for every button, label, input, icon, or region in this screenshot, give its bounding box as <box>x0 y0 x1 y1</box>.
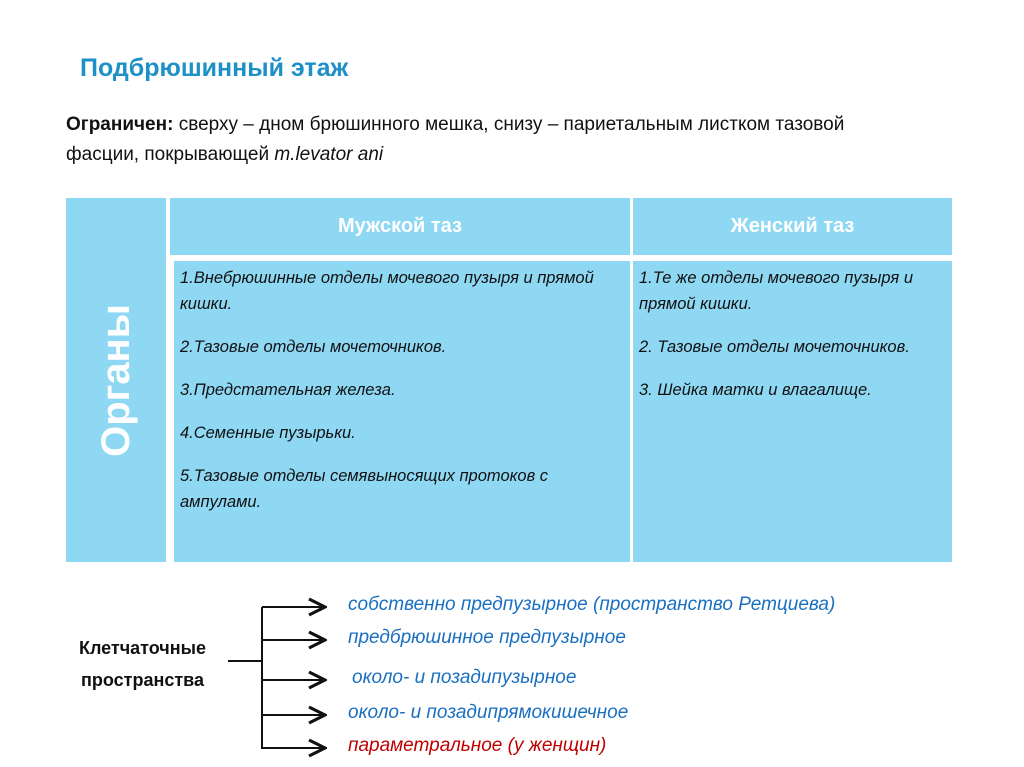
organ-item: 3.Предстательная железа. <box>180 381 396 399</box>
col-header-male: Мужской таз <box>170 198 630 255</box>
organ-item: 3. Шейка матки и влагалище. <box>639 381 872 399</box>
space-item: около- и позадипузырное <box>352 667 577 688</box>
space-item: собственно предпузырное (пространство Ре… <box>348 594 836 615</box>
subtitle-bold: Ограничен: <box>66 114 174 135</box>
male-organs-cell: 1.Внебрюшинные отделы мочевого пузыря и … <box>172 259 630 562</box>
organ-item: 2. Тазовые отделы мочеточников. <box>639 338 910 356</box>
space-item: около- и позадипрямокишечное <box>348 702 629 723</box>
col-header-female: Женский таз <box>633 198 952 255</box>
spaces-label: Клетчаточные пространства <box>78 638 207 690</box>
subtitle-italic: m.levator ani <box>274 144 384 165</box>
subtitle-text: сверху – дном брюшинного мешка, снизу – … <box>66 114 845 165</box>
space-item: параметральное (у женщин) <box>348 735 607 756</box>
space-item: предбрюшинное предпузырное <box>348 627 626 648</box>
subtitle: Ограничен: сверху – дном брюшинного мешк… <box>66 110 886 170</box>
row-header-organs: Органы <box>66 198 166 562</box>
female-organs-cell: 1.Те же отделы мочевого пузыря и прямой … <box>633 259 952 562</box>
slide-title: Подбрюшинный этаж <box>80 54 349 82</box>
organ-item: 2.Тазовые отделы мочеточников. <box>180 338 447 356</box>
organ-item: 1.Внебрюшинные отделы мочевого пузыря и … <box>180 269 594 313</box>
organ-item: 4.Семенные пузырьки. <box>180 424 356 442</box>
organ-item: 5.Тазовые отделы семявыносящих протоков … <box>180 467 549 511</box>
organ-item: 1.Те же отделы мочевого пузыря и прямой … <box>639 269 913 313</box>
